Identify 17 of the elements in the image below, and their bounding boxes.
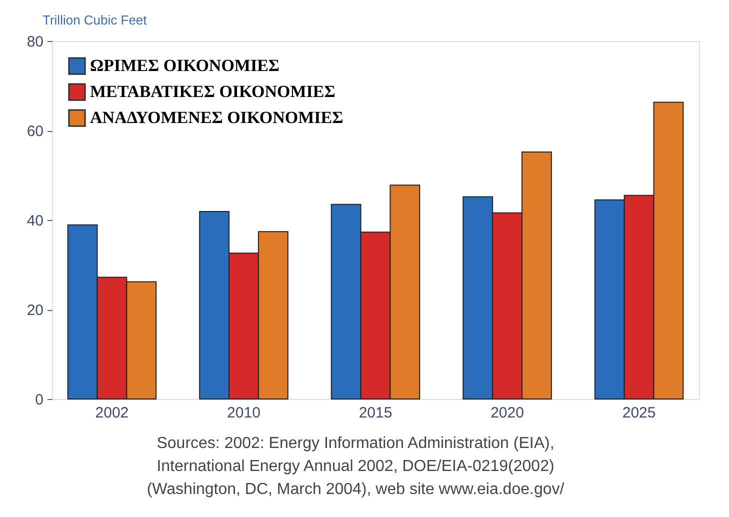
y-axis-title: Trillion Cubic Feet [42, 12, 148, 28]
y-tick-label: 80 [26, 34, 44, 50]
x-tick-label: 2025 [622, 404, 656, 422]
x-tick-label: 2002 [95, 404, 129, 422]
source-note: Sources: 2002: Energy Information Administration (EIA), [156, 435, 554, 452]
y-tick-label: 20 [26, 302, 44, 319]
legend-label: ΑΝΑΔΥΟΜΕΝΕΣ ΟΙΚΟΝΟΜΙΕΣ [90, 108, 344, 127]
x-tick-label: 2020 [490, 404, 524, 422]
legend-label: ΩΡΙΜΕΣ ΟΙΚΟΝΟΜΙΕΣ [90, 56, 280, 75]
text: (Washington, DC, March 2004), web site www.eia.doe.gov/ [146, 481, 565, 498]
x-tick-label: 2015 [358, 404, 392, 422]
y-tick-label: 40 [26, 212, 44, 230]
text: International Energy Annual 2002, DOE/EIA-0219(2002) [156, 458, 554, 475]
y-tick-label: 0 [35, 392, 44, 408]
y-tick-label: 60 [26, 123, 44, 140]
legend-label: ΜΕΤΑΒΑΤΙΚΕΣ ΟΙΚΟΝΟΜΙΕΣ [90, 82, 336, 101]
x-tick-label: 2010 [227, 404, 260, 422]
